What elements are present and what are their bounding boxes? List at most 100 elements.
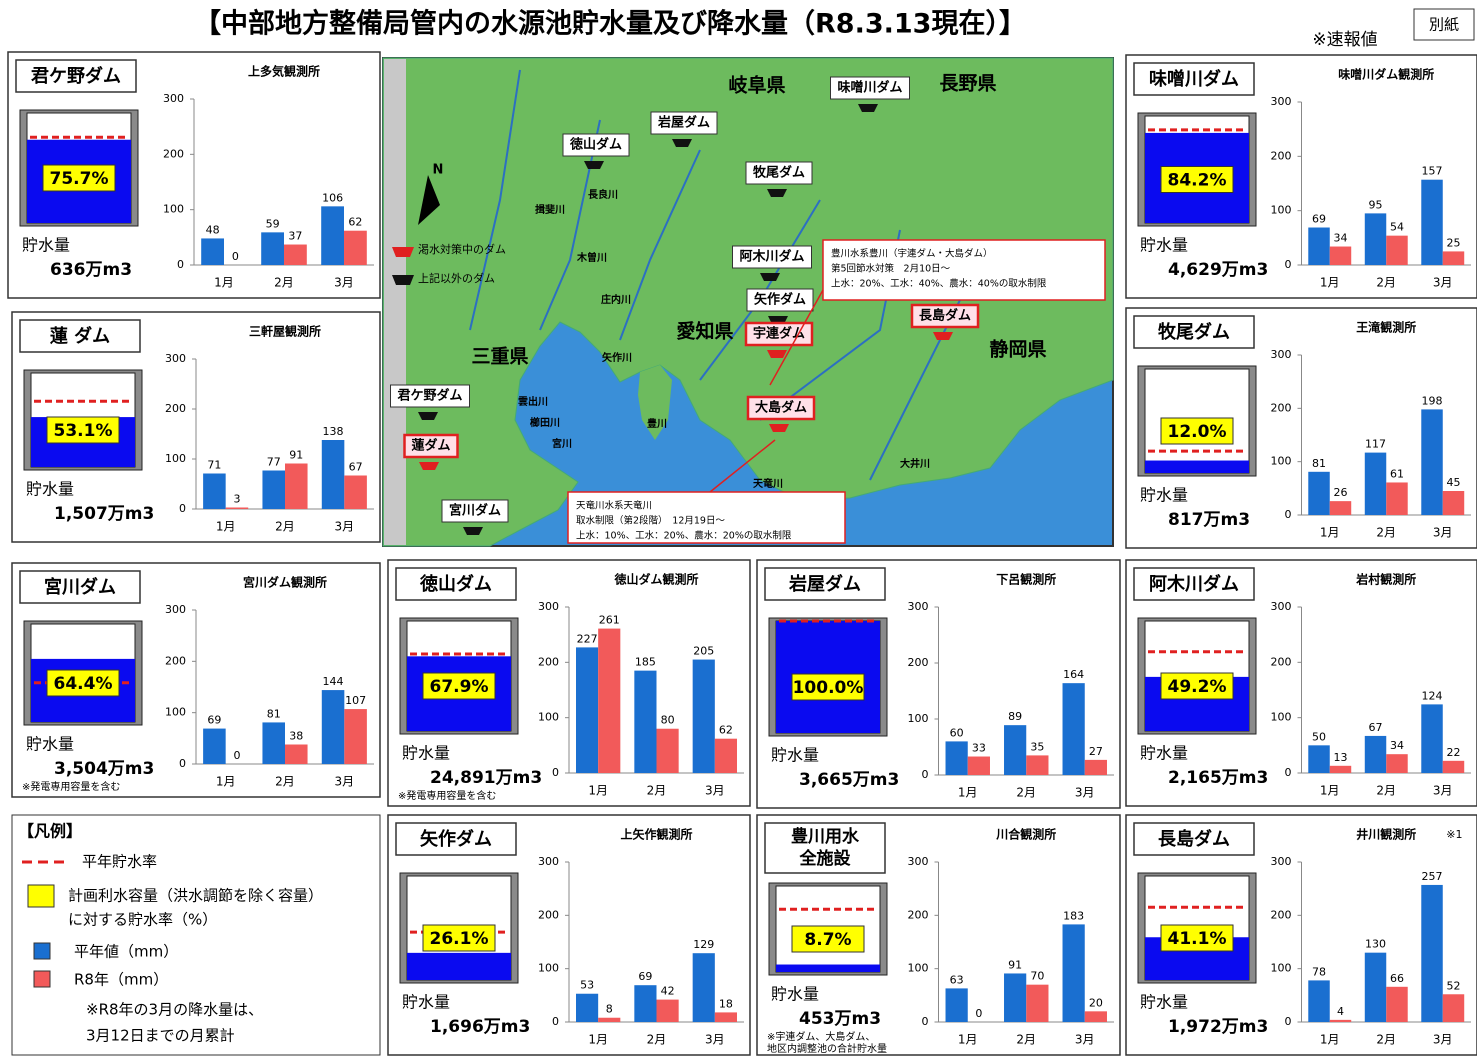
bar (692, 953, 715, 1022)
dam-label: 長島ダム (919, 308, 971, 324)
y-tick-label: 300 (1271, 95, 1292, 108)
callout-text: 上水：10%、工水：20%、農水：20%の取水制限 (576, 530, 792, 542)
dam-name: 長島ダム (1158, 828, 1230, 850)
storage-note: 地区内調整池の合計貯水量 (767, 1042, 887, 1055)
bar (285, 463, 308, 509)
bar-value-label: 22 (1446, 746, 1460, 759)
dam-label-box (441, 499, 509, 523)
bar-value-label: 205 (693, 645, 714, 658)
y-tick-label: 200 (1271, 401, 1292, 414)
dam-name: 蓮 ダム (50, 325, 110, 347)
storage-value: 636万m3 (50, 260, 132, 280)
legend-panel (11, 814, 381, 1056)
river-label: 揖斐川 (535, 203, 565, 216)
y-tick-label: 300 (165, 352, 186, 365)
bar (1329, 246, 1352, 265)
bar (1386, 235, 1408, 265)
bar-value-label: 37 (288, 230, 302, 243)
gauge-fill (776, 964, 880, 972)
rate-label: 100.0% (793, 678, 864, 698)
dam-name: 豊川用水 (791, 826, 860, 847)
bar-value-label: 20 (1089, 996, 1103, 1009)
bar (1364, 213, 1387, 265)
badge: 別紙 (1429, 16, 1459, 34)
dam-name: 君ケ野ダム (31, 65, 121, 87)
dam-name: 味噌川ダム (1149, 68, 1239, 90)
y-tick-label: 300 (538, 600, 559, 613)
prefecture-label: 三重県 (471, 346, 528, 368)
map-legend: 上記以外のダム (418, 271, 495, 285)
storage-value: 4,629万m3 (1168, 260, 1268, 280)
y-tick-label: 300 (165, 603, 186, 616)
dam-label: 牧尾ダム (753, 165, 805, 181)
dam-icon (760, 273, 780, 281)
legend-text: に対する貯水率（%） (68, 911, 217, 929)
legend-icon-other (392, 275, 414, 285)
bar (261, 232, 284, 265)
dam-panel: 矢作ダム 26.1% 貯水量 1,696万m3 上矢作観測所 0 100 200 300 1月 53… (387, 814, 751, 1056)
y-tick-label: 300 (538, 855, 559, 868)
rate-label: 84.2% (1168, 171, 1227, 191)
bar-value-label: 25 (1446, 236, 1460, 249)
x-tick-label: 1月 (1320, 784, 1340, 798)
x-tick-label: 1月 (958, 786, 978, 800)
y-tick-label: 0 (1285, 508, 1292, 521)
bar (656, 999, 679, 1022)
rate-label: 67.9% (430, 677, 489, 697)
bar (1084, 759, 1107, 775)
station-title: 三軒屋観測所 (249, 324, 321, 339)
dam-panel: 長島ダム 41.1% 貯水量 1,972万m3 井川観測所 ※1 0 100 200 300 1月 7… (1125, 814, 1477, 1056)
callout-text: 第5回節水対策 2月10日～ (831, 263, 951, 275)
dam-icon (767, 350, 787, 358)
bar-value-label: 71 (207, 459, 221, 472)
bar-value-label: 144 (323, 675, 344, 688)
bar (1004, 973, 1027, 1022)
rate-label: 12.0% (1168, 422, 1227, 442)
dam-icon (933, 332, 953, 340)
bar-value-label: 33 (972, 742, 986, 755)
dam-icon (584, 161, 604, 169)
y-tick-label: 100 (908, 962, 929, 975)
rate-label-box (1160, 672, 1234, 700)
storage-value: 3,665万m3 (799, 770, 899, 790)
storage-note: ※発電専用容量を含む (398, 789, 496, 802)
x-tick-label: 2月 (1376, 1033, 1396, 1047)
dam-name-box (1133, 567, 1255, 601)
dam-panel: 牧尾ダム 12.0% 貯水量 817万m3 王滝観測所 0 100 200 300 1月 81 26 2… (1125, 307, 1477, 549)
dam-label: 君ケ野ダム (397, 388, 462, 404)
bar-value-label: 81 (267, 707, 281, 720)
rate-label-box (1160, 417, 1234, 445)
bar (1062, 924, 1085, 1022)
dam-panel: 君ケ野ダム 75.7% 貯水量 636万m3 上多気観測所 0 100 200 300 1月 48 0… (7, 51, 381, 299)
storage-label: 貯水量 (771, 746, 819, 765)
dam-label-box (746, 288, 814, 312)
bar (1442, 491, 1465, 515)
rate-label-box (791, 673, 865, 701)
bar-value-label: 45 (1446, 476, 1460, 489)
bar (945, 988, 968, 1022)
dam-name-box (1133, 822, 1255, 856)
bar-value-label: 77 (267, 456, 281, 469)
bar-value-label: 130 (1365, 938, 1386, 951)
callout-box (822, 239, 1106, 301)
gauge-fill (407, 952, 511, 980)
y-tick-label: 0 (179, 502, 186, 515)
bar-value-label: 67 (349, 461, 363, 474)
dam-name-box (764, 567, 886, 601)
y-tick-label: 0 (179, 757, 186, 770)
bar-value-label: 69 (638, 970, 652, 983)
bar (1084, 1011, 1107, 1022)
dam-label: 矢作ダム (754, 292, 806, 308)
bar-value-label: 117 (1365, 438, 1386, 451)
x-tick-label: 2月 (1376, 784, 1396, 798)
badge-box (1413, 8, 1475, 41)
dam-label-box (745, 161, 813, 185)
bar-value-label: 60 (950, 726, 964, 739)
bar-value-label: 54 (1390, 221, 1404, 234)
bar-value-label: 198 (1422, 394, 1443, 407)
bar-value-label: 107 (345, 694, 366, 707)
dam-label: 宇連ダム (753, 326, 805, 342)
rate-label-box (422, 672, 496, 700)
bar (321, 690, 345, 764)
legend-swatch (33, 942, 51, 960)
